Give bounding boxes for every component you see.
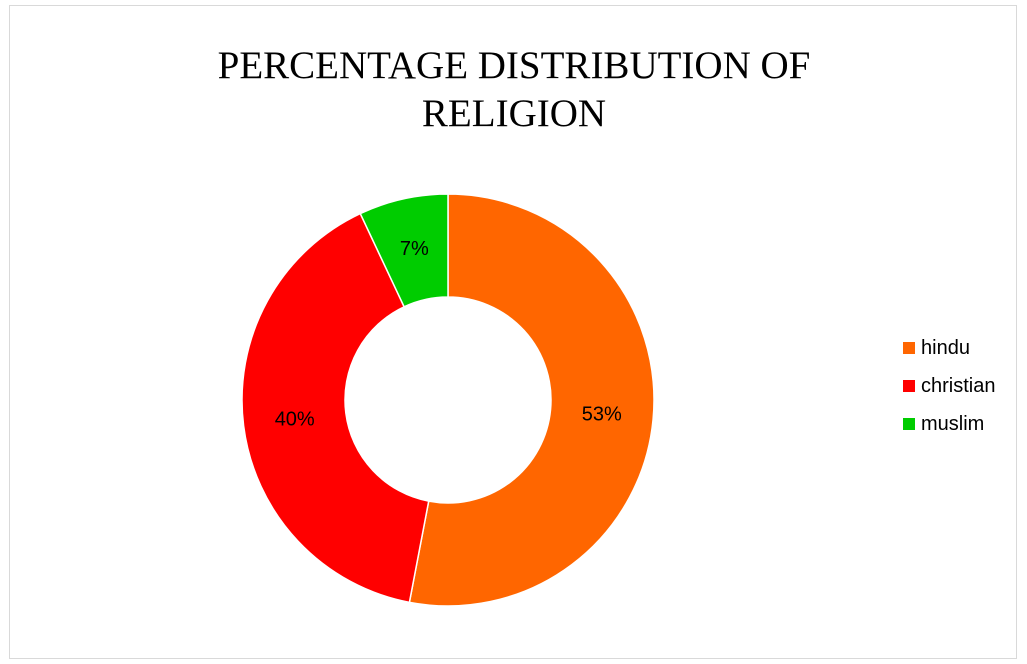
donut-slice-hindu — [408, 193, 655, 607]
chart-title: PERCENTAGE DISTRIBUTION OF RELIGION — [10, 42, 1018, 138]
chart-title-line-2: RELIGION — [421, 92, 607, 135]
legend-label-christian: christian — [921, 374, 996, 397]
legend-label-muslim: muslim — [921, 412, 985, 435]
legend-item-muslim: muslim — [903, 412, 995, 436]
legend-swatch-christian — [903, 380, 915, 392]
legend: hindu christian muslim — [903, 336, 995, 450]
data-label-muslim: 7% — [400, 238, 429, 260]
legend-item-hindu: hindu — [903, 336, 995, 360]
legend-item-christian: christian — [903, 374, 995, 398]
donut-slice-muslim — [359, 193, 449, 308]
data-label-hindu: 53% — [582, 404, 622, 426]
chart-area: PERCENTAGE DISTRIBUTION OF RELIGION 53% 4… — [9, 5, 1017, 659]
data-label-christian: 40% — [275, 408, 315, 430]
chart-title-line-1: PERCENTAGE DISTRIBUTION OF — [217, 44, 811, 87]
legend-label-hindu: hindu — [921, 336, 970, 359]
donut-chart: 53% 40% 7% — [241, 193, 655, 607]
legend-swatch-hindu — [903, 342, 915, 354]
legend-swatch-muslim — [903, 418, 915, 430]
donut-slice-christian — [241, 212, 430, 604]
